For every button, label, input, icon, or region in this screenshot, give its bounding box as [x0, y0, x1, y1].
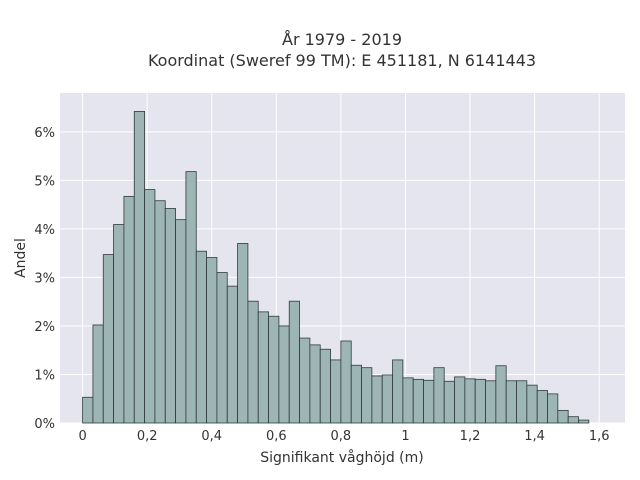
histogram-bar: [206, 257, 218, 424]
histogram-bar: [82, 396, 94, 424]
histogram-bar: [113, 224, 125, 424]
histogram-bar: [505, 380, 517, 424]
histogram-bar: [278, 325, 290, 424]
histogram-bar: [516, 380, 528, 424]
y-tick-label: 1%: [34, 368, 55, 383]
histogram-bar: [371, 375, 383, 424]
histogram-bar: [474, 378, 486, 424]
x-tick-label: 0,8: [331, 429, 352, 444]
histogram-bar: [288, 300, 300, 424]
histogram-bar: [144, 189, 156, 424]
x-tick-label: 0,2: [137, 429, 158, 444]
histogram-bar: [423, 379, 435, 424]
y-tick-label: 2%: [34, 320, 55, 335]
histogram-bar: [102, 254, 114, 424]
histogram-bar: [547, 393, 559, 424]
y-axis-label: Andel: [13, 238, 29, 278]
histogram-bar: [536, 390, 548, 424]
histogram-bar: [257, 311, 269, 424]
chart-subtitle: Koordinat (Sweref 99 TM): E 451181, N 61…: [148, 51, 536, 70]
histogram-bar: [195, 250, 207, 424]
histogram-bar: [412, 378, 424, 424]
histogram-bar: [381, 374, 393, 424]
histogram-bar: [268, 315, 280, 424]
histogram-bar: [92, 324, 104, 424]
histogram-bar: [557, 409, 569, 424]
chart-title: År 1979 - 2019: [282, 30, 402, 49]
histogram-bar: [454, 376, 466, 424]
x-tick-label: 0,4: [201, 429, 222, 444]
x-tick-label: 1: [401, 429, 409, 444]
histogram-bar: [123, 195, 135, 424]
histogram-bar: [154, 200, 166, 424]
histogram-bar: [402, 377, 414, 424]
histogram-bar: [443, 380, 455, 424]
x-axis-label: Signifikant våghöjd (m): [260, 449, 423, 466]
histogram-bar: [578, 419, 590, 424]
y-tick-label: 0%: [34, 417, 55, 432]
histogram-bar: [330, 359, 342, 424]
histogram-bar: [485, 380, 497, 424]
histogram-bar: [237, 243, 249, 424]
histogram-bar: [361, 367, 373, 424]
y-axis-ticks: 0% 1% 2% 3% 4% 5% 6%: [34, 126, 55, 432]
x-tick-label: 1,4: [524, 429, 545, 444]
histogram-bar: [164, 208, 176, 424]
y-tick-label: 3%: [34, 271, 55, 286]
histogram-bar: [392, 359, 404, 424]
x-tick-label: 0: [78, 429, 86, 444]
histogram-bar: [340, 340, 352, 424]
bars: [82, 111, 590, 424]
y-tick-label: 5%: [34, 174, 55, 189]
histogram-bar: [309, 344, 321, 424]
x-tick-label: 0,6: [266, 429, 287, 444]
y-tick-label: 6%: [34, 126, 55, 141]
histogram-bar: [185, 171, 197, 424]
histogram-bar: [247, 300, 259, 424]
histogram-bar: [433, 367, 445, 424]
histogram-bar: [299, 337, 311, 424]
histogram-bar: [567, 416, 579, 424]
histogram-bar: [526, 384, 538, 424]
y-tick-label: 4%: [34, 223, 55, 238]
histogram-bar: [175, 219, 187, 424]
histogram-bar: [216, 272, 228, 424]
histogram-bar: [133, 111, 145, 424]
histogram-bar: [495, 365, 507, 424]
x-axis-ticks: 0 0,2 0,4 0,6 0,8 1 1,2 1,4 1,6: [78, 429, 609, 444]
x-tick-label: 1,2: [460, 429, 481, 444]
histogram-bar: [319, 348, 331, 424]
histogram-bar: [464, 378, 476, 424]
histogram-bar: [350, 364, 362, 424]
histogram-bar: [226, 285, 238, 424]
x-tick-label: 1,6: [589, 429, 610, 444]
